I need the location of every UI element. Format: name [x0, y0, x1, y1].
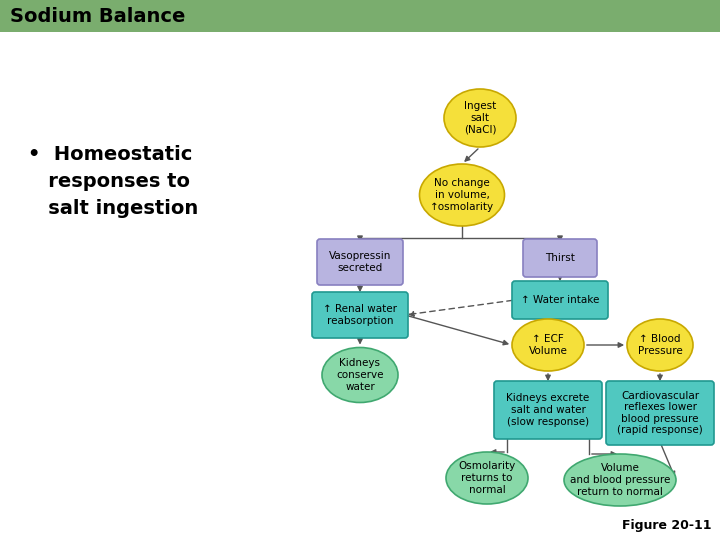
FancyBboxPatch shape: [494, 381, 602, 439]
Text: Thirst: Thirst: [545, 253, 575, 263]
Text: Vasopressin
secreted: Vasopressin secreted: [329, 251, 391, 273]
Text: Kidneys
conserve
water: Kidneys conserve water: [336, 359, 384, 392]
Text: Kidneys excrete
salt and water
(slow response): Kidneys excrete salt and water (slow res…: [506, 394, 590, 427]
Ellipse shape: [627, 319, 693, 371]
FancyBboxPatch shape: [523, 239, 597, 277]
Text: Cardiovascular
reflexes lower
blood pressure
(rapid response): Cardiovascular reflexes lower blood pres…: [617, 390, 703, 435]
Text: Ingest
salt
(NaCl): Ingest salt (NaCl): [464, 102, 496, 134]
FancyBboxPatch shape: [317, 239, 403, 285]
Ellipse shape: [420, 164, 505, 226]
Bar: [0, 0, 720, 32]
FancyBboxPatch shape: [606, 381, 714, 445]
Text: ↑ ECF
Volume: ↑ ECF Volume: [528, 334, 567, 356]
Ellipse shape: [512, 319, 584, 371]
Text: ↑ Water intake: ↑ Water intake: [521, 295, 599, 305]
Ellipse shape: [564, 454, 676, 506]
Text: No change
in volume,
↑osmolarity: No change in volume, ↑osmolarity: [430, 178, 494, 212]
Text: Figure 20-11: Figure 20-11: [623, 519, 712, 532]
Ellipse shape: [446, 452, 528, 504]
Ellipse shape: [322, 348, 398, 402]
Text: Osmolarity
returns to
normal: Osmolarity returns to normal: [459, 461, 516, 495]
Text: ↑ Blood
Pressure: ↑ Blood Pressure: [638, 334, 683, 356]
Text: responses to: responses to: [28, 172, 190, 191]
FancyBboxPatch shape: [512, 281, 608, 319]
Text: salt ingestion: salt ingestion: [28, 199, 198, 218]
Text: Sodium Balance: Sodium Balance: [10, 6, 185, 25]
FancyBboxPatch shape: [312, 292, 408, 338]
Ellipse shape: [444, 89, 516, 147]
Text: •  Homeostatic: • Homeostatic: [28, 145, 192, 164]
Text: Volume
and blood pressure
return to normal: Volume and blood pressure return to norm…: [570, 463, 670, 497]
Text: ↑ Renal water
reabsorption: ↑ Renal water reabsorption: [323, 304, 397, 326]
